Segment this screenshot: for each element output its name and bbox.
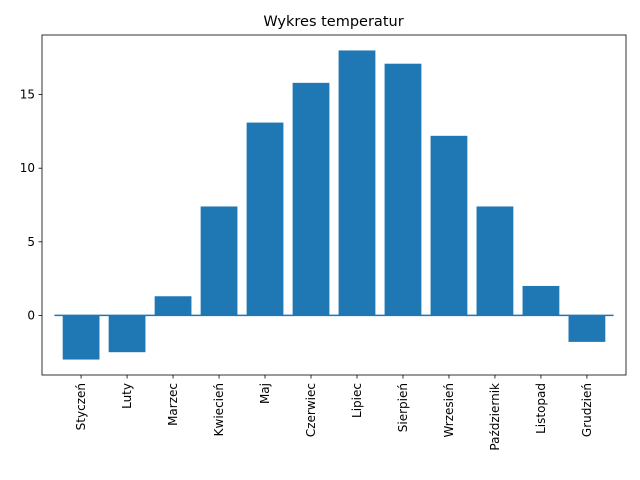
y-tick-label-1: 5 xyxy=(27,235,35,249)
x-tick-label-0: Styczeń xyxy=(74,383,88,430)
bar-7 xyxy=(384,63,422,316)
y-tick-label-0: 0 xyxy=(27,308,35,322)
bar-11 xyxy=(568,315,606,342)
bar-10 xyxy=(522,285,560,316)
x-tick-label-1: Luty xyxy=(120,383,134,409)
x-tick-label-4: Maj xyxy=(258,383,272,404)
x-axis: Styczeń Luty Marzec Kwiecień Maj Czerwiec Lipi… xyxy=(74,375,594,451)
y-tick-label-2: 10 xyxy=(20,161,35,175)
bar-2 xyxy=(154,296,192,316)
bars-group xyxy=(62,50,606,360)
x-tick-label-8: Wrzesień xyxy=(442,383,456,438)
plot-frame xyxy=(41,34,627,376)
x-tick-label-3: Kwiecień xyxy=(212,383,226,436)
bar-4 xyxy=(246,122,284,316)
chart-title: Wykres temperatur xyxy=(263,14,403,30)
x-tick-label-6: Lipiec xyxy=(350,383,364,418)
bar-6 xyxy=(338,50,376,316)
x-tick-label-11: Grudzień xyxy=(580,383,594,437)
y-axis: 0 5 10 15 xyxy=(20,88,42,322)
bar-8 xyxy=(430,135,468,316)
bar-3 xyxy=(200,206,238,316)
x-tick-label-7: Sierpień xyxy=(396,383,410,432)
bar-9 xyxy=(476,206,514,316)
bar-5 xyxy=(292,82,330,316)
x-tick-label-10: Listopad xyxy=(534,383,548,434)
y-tick-label-3: 15 xyxy=(20,88,35,102)
bar-1 xyxy=(108,315,146,353)
x-tick-label-2: Marzec xyxy=(166,383,180,426)
x-tick-label-9: Październik xyxy=(488,383,502,451)
x-tick-label-5: Czerwiec xyxy=(304,383,318,437)
bar-0 xyxy=(62,315,100,360)
